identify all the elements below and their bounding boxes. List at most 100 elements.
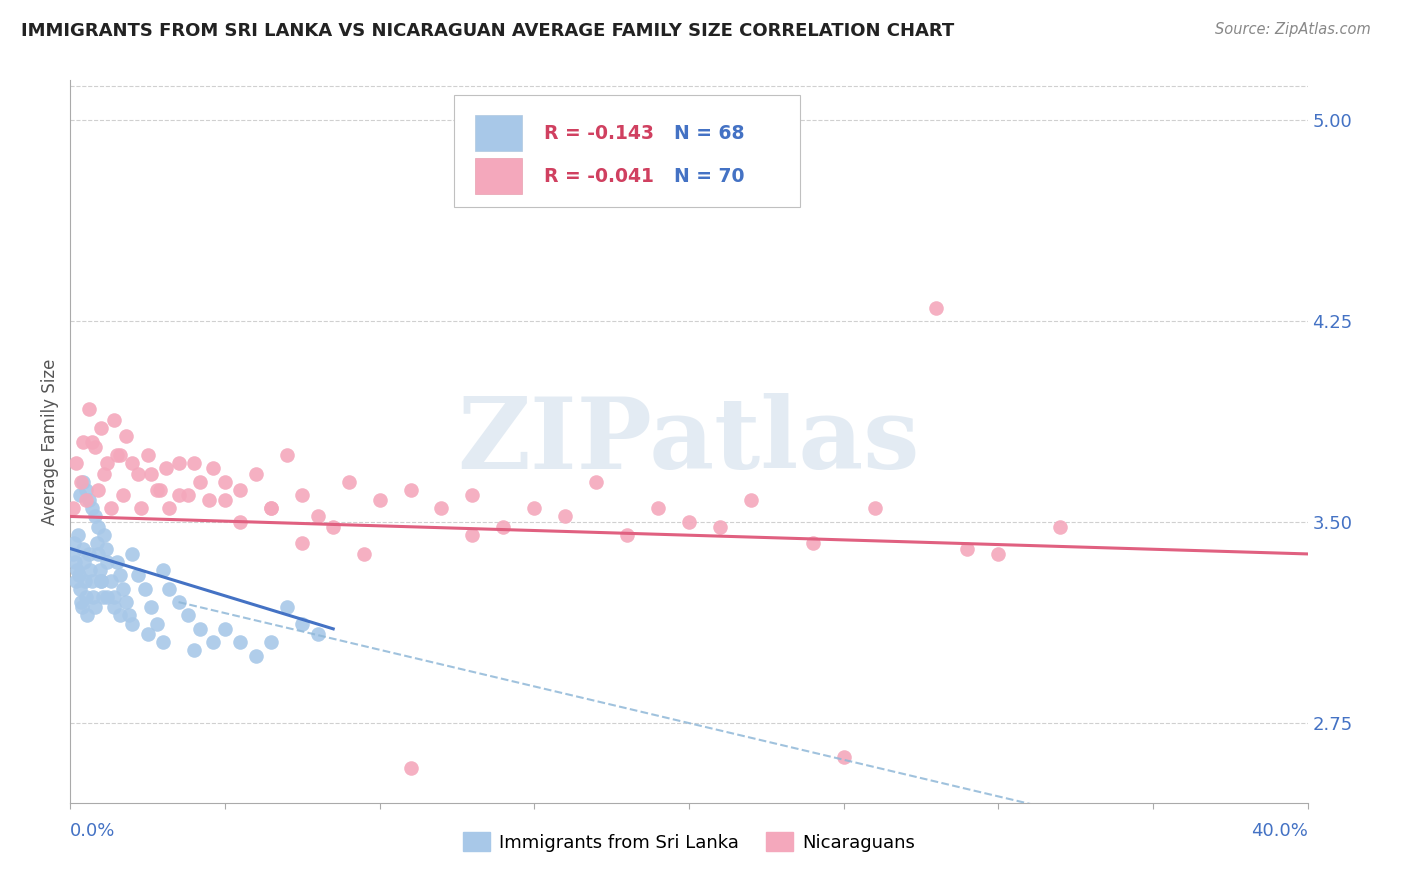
Point [260,635,283,649]
Point [461,488,484,502]
Point [291,536,314,550]
Point [70,475,93,489]
Point [152,563,174,577]
Point [103,590,125,604]
Point [90,574,112,588]
Point [62,501,84,516]
Point [77,547,100,561]
Point [82,590,105,604]
Point [84,509,107,524]
Point [146,483,169,497]
Point [87,547,110,561]
Point [111,488,134,502]
Point [105,555,128,569]
Point [523,501,546,516]
Point [89,563,111,577]
Point [353,547,375,561]
Point [229,635,252,649]
Point [167,456,190,470]
Point [62,547,84,561]
Point [492,520,515,534]
Point [66,563,89,577]
FancyBboxPatch shape [475,158,522,194]
Point [740,493,762,508]
Point [291,488,314,502]
Point [585,475,607,489]
Point [987,547,1010,561]
Point [245,467,267,481]
Point [214,622,236,636]
Point [229,483,252,497]
Text: R = -0.143: R = -0.143 [544,123,654,143]
Point [368,493,391,508]
Point [201,635,224,649]
Point [96,456,118,470]
Point [229,515,252,529]
Text: N = 68: N = 68 [673,123,745,143]
Point [115,595,138,609]
Point [146,616,169,631]
Point [678,515,700,529]
Text: Source: ZipAtlas.com: Source: ZipAtlas.com [1215,22,1371,37]
Point [77,493,100,508]
Point [307,509,329,524]
Point [76,608,98,623]
Point [183,643,205,657]
Text: N = 70: N = 70 [673,167,745,186]
Point [337,475,360,489]
Point [70,595,93,609]
Text: 40.0%: 40.0% [1251,822,1308,839]
Point [167,595,190,609]
Point [127,467,149,481]
Point [198,493,221,508]
Point [75,574,97,588]
Point [91,590,114,604]
Point [65,574,87,588]
Point [430,501,453,516]
Point [183,456,205,470]
Point [84,600,107,615]
Point [201,461,224,475]
Point [291,616,314,631]
Point [105,448,128,462]
Point [134,582,156,596]
Point [155,461,177,475]
Point [80,574,103,588]
Point [72,434,94,449]
Point [63,536,86,550]
Point [121,547,143,561]
Text: IMMIGRANTS FROM SRI LANKA VS NICARAGUAN AVERAGE FAMILY SIZE CORRELATION CHART: IMMIGRANTS FROM SRI LANKA VS NICARAGUAN … [21,22,955,40]
Point [96,555,118,569]
Point [72,541,94,556]
Point [108,568,131,582]
Point [67,528,90,542]
Point [136,448,159,462]
Text: R = -0.041: R = -0.041 [544,167,654,186]
Point [139,467,162,481]
Point [131,501,153,516]
Point [75,493,97,508]
Point [399,483,422,497]
Point [90,574,112,588]
Point [177,608,200,623]
Y-axis label: Average Family Size: Average Family Size [41,359,59,524]
Point [260,501,283,516]
Point [103,413,125,427]
Point [188,622,211,636]
FancyBboxPatch shape [475,115,522,151]
Point [108,608,131,623]
Point [80,434,103,449]
Point [616,528,638,542]
Point [276,448,298,462]
Point [90,421,112,435]
Point [73,555,96,569]
Point [307,627,329,641]
Point [139,600,162,615]
Point [214,493,236,508]
Point [72,475,94,489]
Point [956,541,979,556]
Point [87,483,110,497]
Point [75,590,97,604]
Point [84,440,107,454]
Point [111,582,134,596]
